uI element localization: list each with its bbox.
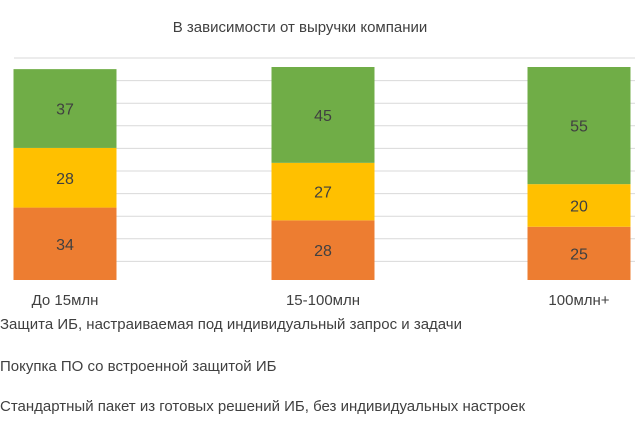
data-labels: 34 28 37 28 27 45 25 20 55 [56,102,588,264]
bar-segment [271,67,375,163]
category-labels: До 15млн 15-100млн 100млн+ [32,292,610,309]
bar-segment [13,147,117,208]
bar-segment [271,162,375,221]
data-label: 45 [314,108,332,125]
data-label: 20 [570,198,588,215]
chart-title: В зависимости от выручки компании [173,19,427,36]
data-label: 25 [570,246,588,263]
category-label: До 15млн [32,292,99,309]
legend-item-software-builtin: Покупка ПО со встроенной защитой ИБ [0,358,277,375]
data-label: 34 [56,237,74,254]
legend-item-custom-protection: Защита ИБ, настраиваемая под индивидуаль… [0,316,463,333]
category-label: 15-100млн [286,292,360,309]
data-label: 55 [570,119,588,136]
data-label: 37 [56,102,74,119]
data-label: 27 [314,185,332,202]
bars [13,67,631,280]
bar-segment [13,69,117,148]
bar-segment [13,207,117,280]
bar-segment [527,67,631,185]
data-label: 28 [314,243,332,260]
bar-segment [527,226,631,280]
category-label: 100млн+ [548,292,609,309]
bar-segment [271,220,375,280]
legend-item-standard-package: Стандартный пакет из готовых решений ИБ,… [0,398,526,415]
data-label: 28 [56,171,74,188]
bar-segment [527,184,631,227]
